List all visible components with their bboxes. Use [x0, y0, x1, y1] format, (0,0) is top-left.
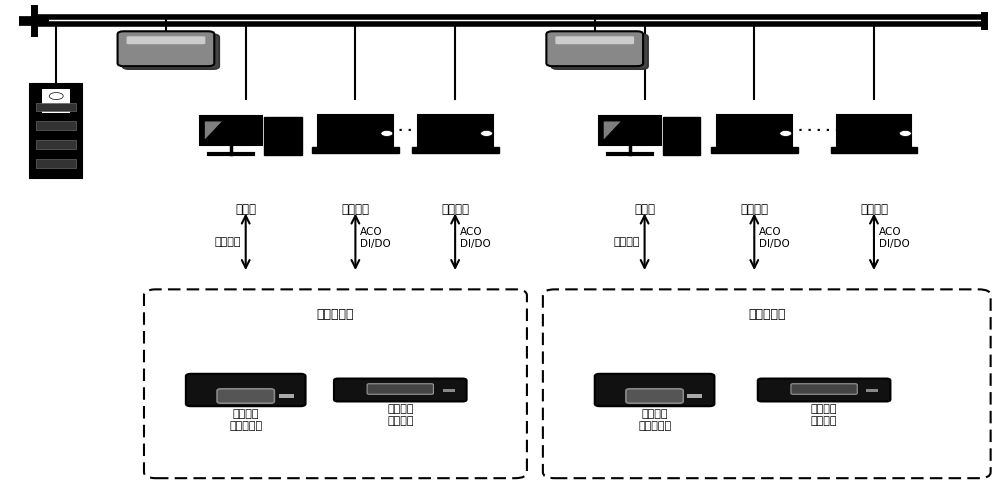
Polygon shape — [205, 121, 222, 139]
Bar — [42, 89, 70, 114]
Text: 多路遥信
遥控装置: 多路遥信 遥控装置 — [811, 404, 837, 426]
Text: ACO
DI/DO: ACO DI/DO — [879, 226, 910, 249]
Text: 串口总线: 串口总线 — [613, 237, 640, 247]
FancyBboxPatch shape — [595, 374, 714, 406]
Text: 串口总线: 串口总线 — [214, 237, 241, 247]
Text: ACO
DI/DO: ACO DI/DO — [360, 226, 391, 249]
Bar — [36, 103, 76, 112]
FancyBboxPatch shape — [758, 379, 890, 401]
Bar — [318, 115, 393, 147]
Text: 被测终端: 被测终端 — [860, 203, 888, 216]
FancyBboxPatch shape — [555, 36, 634, 44]
FancyBboxPatch shape — [367, 384, 433, 394]
Bar — [36, 159, 76, 168]
Circle shape — [49, 93, 63, 100]
Bar — [717, 115, 792, 147]
FancyBboxPatch shape — [546, 31, 643, 66]
Circle shape — [381, 130, 393, 136]
Text: ACO
DI/DO: ACO DI/DO — [759, 226, 790, 249]
Text: 被测终端: 被测终端 — [341, 203, 369, 216]
Bar — [443, 389, 455, 392]
Bar — [200, 116, 262, 145]
FancyBboxPatch shape — [186, 374, 306, 406]
Bar — [279, 394, 294, 398]
Bar — [418, 115, 493, 147]
Text: 终端测试台: 终端测试台 — [748, 308, 786, 321]
Bar — [264, 117, 302, 155]
Text: 多路遥信
遥控装置: 多路遥信 遥控装置 — [387, 404, 414, 426]
Bar — [412, 147, 499, 153]
Bar — [312, 147, 399, 153]
Bar — [30, 84, 82, 178]
Text: ACO
DI/DO: ACO DI/DO — [460, 226, 491, 249]
Circle shape — [419, 131, 427, 135]
Circle shape — [838, 131, 846, 135]
Circle shape — [780, 130, 792, 136]
Text: 程控标准
电源标准表: 程控标准 电源标准表 — [638, 409, 671, 431]
Circle shape — [718, 131, 726, 135]
Bar — [866, 389, 878, 392]
FancyBboxPatch shape — [334, 379, 467, 401]
FancyBboxPatch shape — [123, 34, 219, 69]
Text: 终端测试台: 终端测试台 — [317, 308, 354, 321]
Text: 被测终端: 被测终端 — [441, 203, 469, 216]
Bar — [711, 147, 798, 153]
Text: 被测终端: 被测终端 — [740, 203, 768, 216]
Bar — [599, 116, 661, 145]
Text: · · · · · ·: · · · · · · — [789, 124, 839, 137]
FancyBboxPatch shape — [626, 389, 683, 403]
Bar — [36, 140, 76, 149]
Text: 工作站: 工作站 — [235, 203, 256, 216]
Bar — [36, 121, 76, 130]
Text: 程控标准
电源标准表: 程控标准 电源标准表 — [229, 409, 262, 431]
Bar — [663, 117, 700, 155]
Bar — [831, 147, 917, 153]
Bar — [837, 115, 911, 147]
FancyBboxPatch shape — [217, 389, 274, 403]
Circle shape — [481, 130, 493, 136]
Text: 工作站: 工作站 — [634, 203, 655, 216]
Polygon shape — [604, 121, 621, 139]
FancyBboxPatch shape — [791, 384, 857, 394]
Text: · · · · · ·: · · · · · · — [380, 124, 430, 137]
FancyBboxPatch shape — [118, 31, 214, 66]
Bar — [687, 394, 702, 398]
FancyBboxPatch shape — [127, 36, 205, 44]
Circle shape — [899, 130, 911, 136]
FancyBboxPatch shape — [551, 34, 648, 69]
Circle shape — [319, 131, 327, 135]
